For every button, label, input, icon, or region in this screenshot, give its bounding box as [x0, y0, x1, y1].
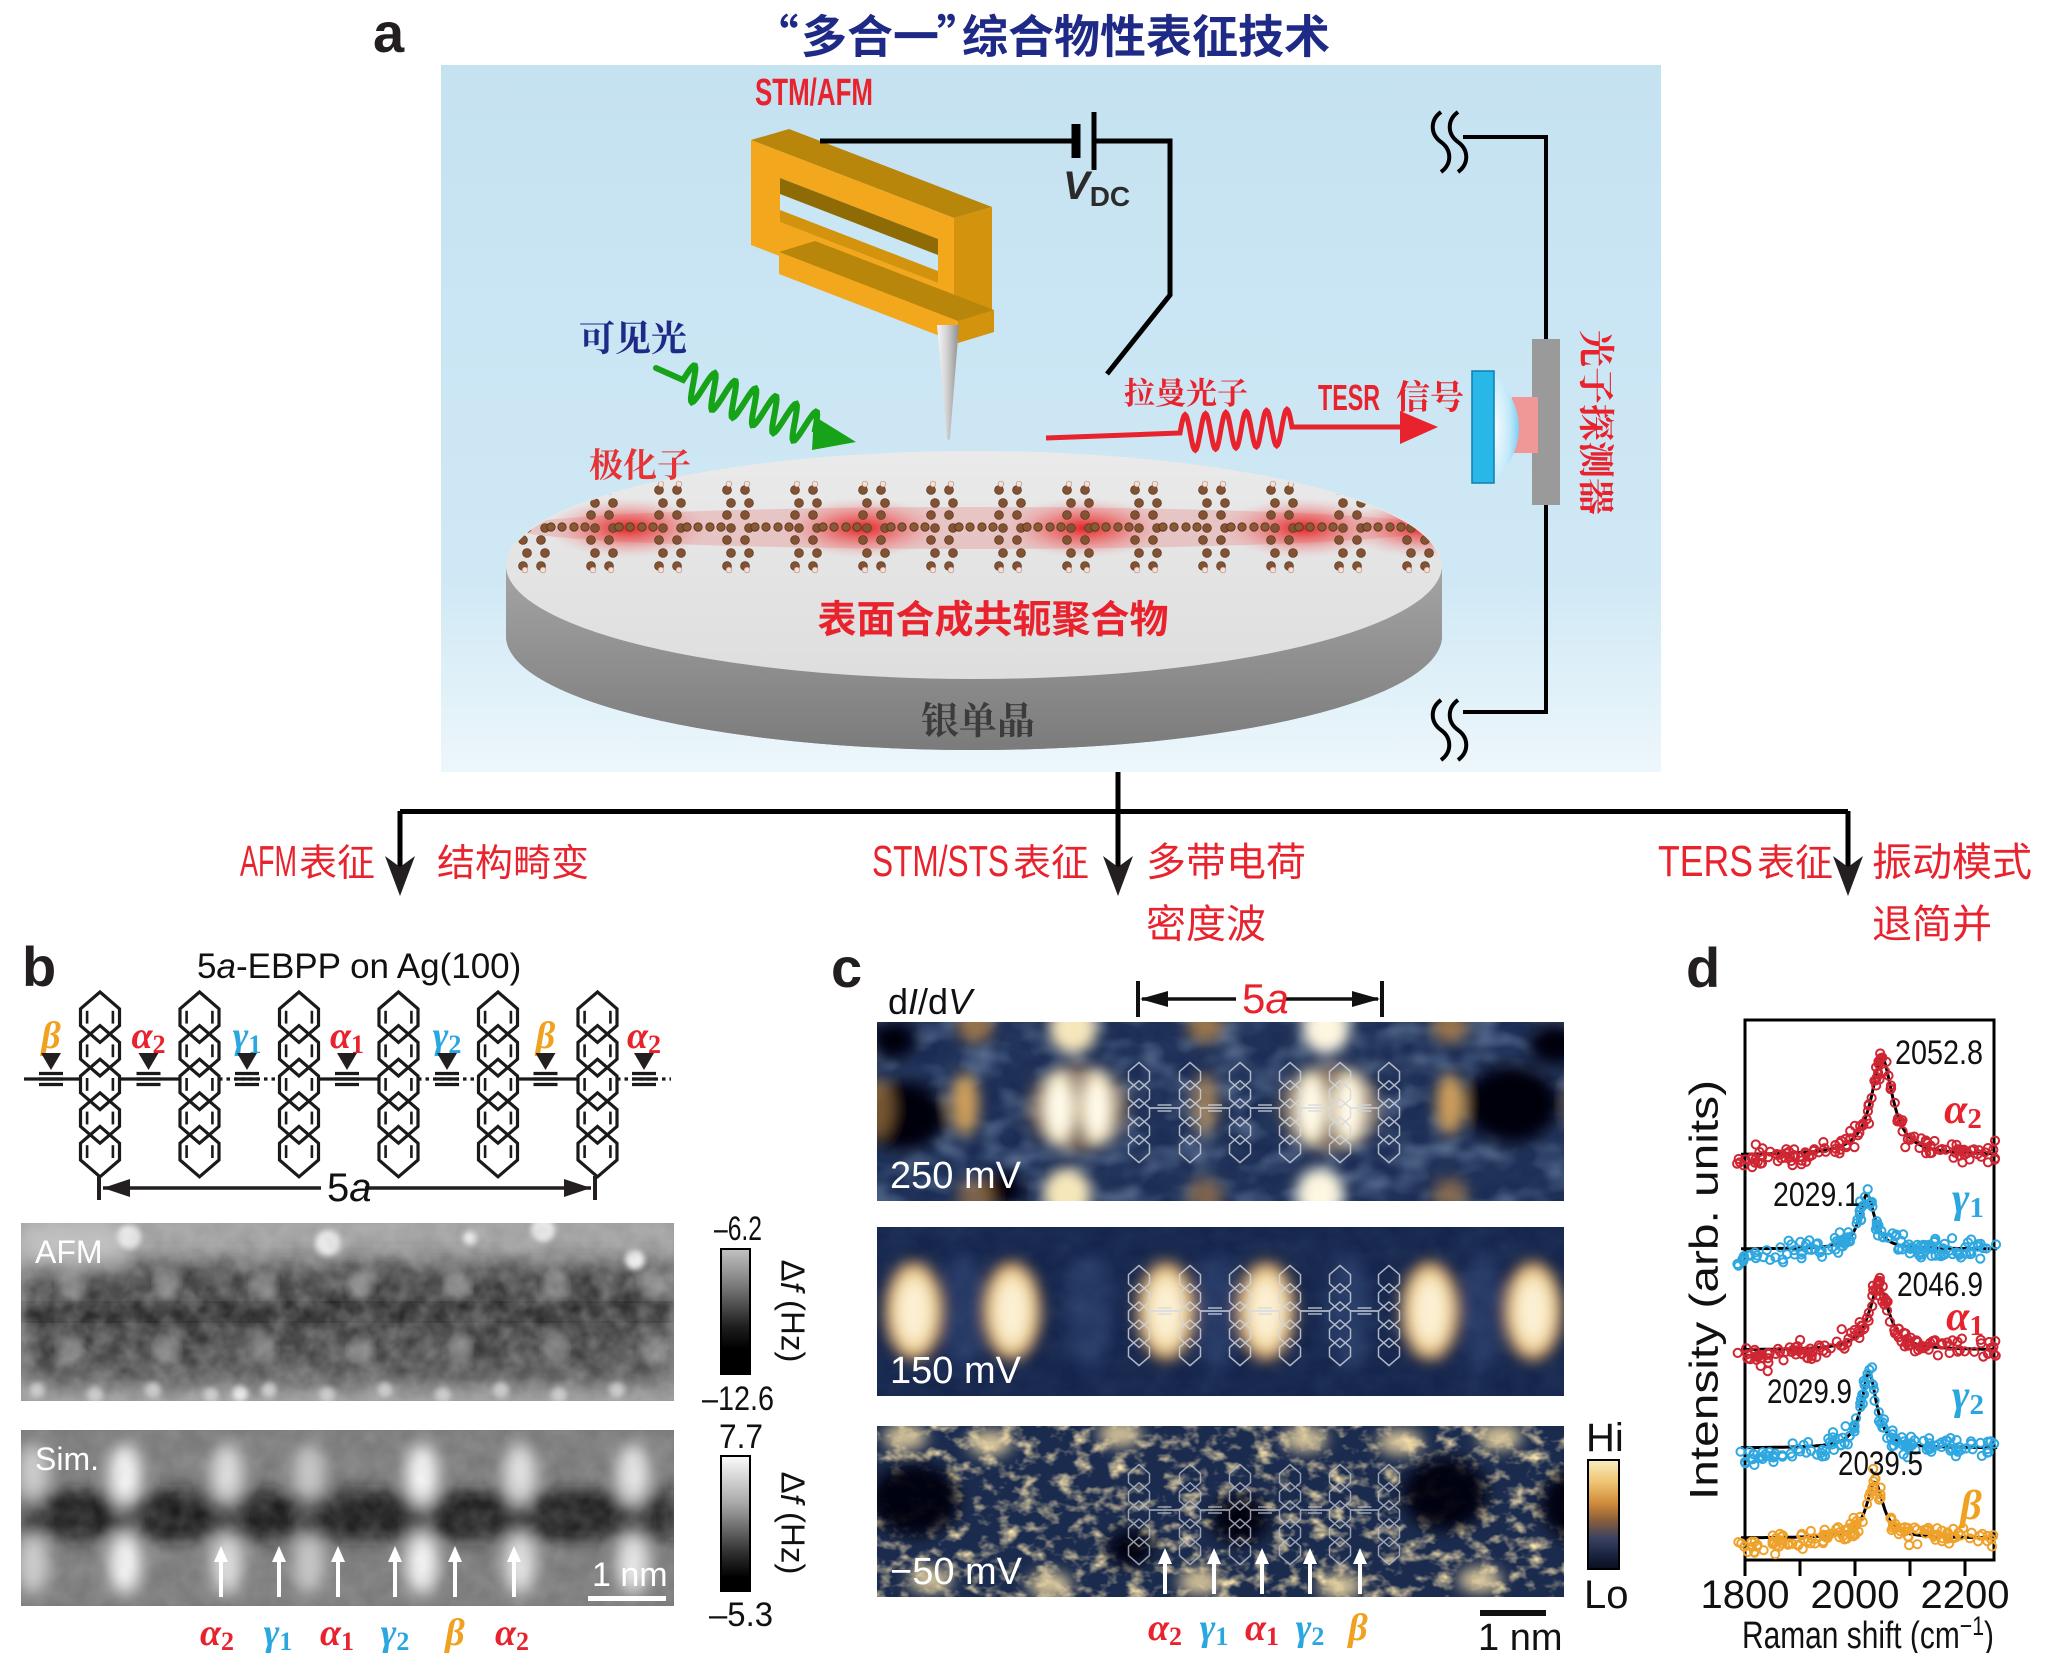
svg-text:5a-EBPP on Ag(100): 5a-EBPP on Ag(100) [197, 947, 521, 986]
svg-text:STM/STS: STM/STS [872, 837, 1009, 886]
svg-text:1 nm: 1 nm [592, 1556, 668, 1594]
svg-text:7.7: 7.7 [719, 1418, 763, 1456]
svg-text:150 mV: 150 mV [890, 1350, 1022, 1392]
svg-text:2000: 2000 [1811, 1573, 1900, 1617]
svg-text:TERS: TERS [1658, 837, 1753, 886]
svg-text:2046.9: 2046.9 [1897, 1266, 1983, 1304]
svg-text:γ1: γ1 [233, 1015, 262, 1059]
svg-text:STM/AFM: STM/AFM [755, 72, 873, 114]
svg-text:α2: α2 [131, 1015, 165, 1059]
svg-text:b: b [22, 935, 56, 998]
svg-text:5a: 5a [1242, 975, 1289, 1022]
svg-text:2029.9: 2029.9 [1767, 1373, 1852, 1411]
svg-text:2029.1: 2029.1 [1773, 1176, 1860, 1214]
svg-text:–12.6: –12.6 [702, 1380, 774, 1418]
svg-text:TESR: TESR [1318, 377, 1380, 418]
svg-text:γ1: γ1 [1200, 1607, 1229, 1651]
svg-text:β: β [39, 1015, 61, 1057]
svg-text:AFM: AFM [35, 1234, 103, 1270]
svg-text:1 nm: 1 nm [1478, 1617, 1562, 1653]
svg-text:Intensity (arb. units): Intensity (arb. units) [1683, 1080, 1727, 1500]
svg-text:Raman shift (cm−1): Raman shift (cm−1) [1742, 1611, 1994, 1653]
svg-text:5a: 5a [327, 1166, 372, 1210]
svg-text:Hi: Hi [1586, 1416, 1624, 1460]
svg-text:2052.8: 2052.8 [1895, 1034, 1983, 1072]
svg-text:–5.3: –5.3 [709, 1596, 773, 1634]
svg-text:250 mV: 250 mV [890, 1155, 1022, 1197]
svg-text:−50 mV: −50 mV [890, 1551, 1023, 1593]
svg-text:d: d [1686, 936, 1720, 999]
svg-text:Sim.: Sim. [35, 1441, 99, 1477]
svg-text:Δf (Hz): Δf (Hz) [774, 1472, 811, 1575]
svg-text:dI/dV: dI/dV [888, 981, 975, 1022]
svg-text:Lo: Lo [1584, 1573, 1629, 1617]
svg-text:β: β [1958, 1483, 1982, 1529]
svg-text:2039.5: 2039.5 [1838, 1445, 1923, 1483]
svg-text:2200: 2200 [1921, 1573, 2010, 1617]
svg-text:a: a [373, 1, 405, 64]
svg-text:AFM: AFM [240, 837, 297, 886]
svg-text:Δf (Hz): Δf (Hz) [774, 1260, 811, 1363]
svg-text:β: β [534, 1015, 556, 1057]
svg-text:β: β [1346, 1607, 1368, 1649]
svg-text:γ2: γ2 [381, 1612, 410, 1653]
svg-text:c: c [831, 936, 862, 999]
svg-text:α2: α2 [627, 1015, 661, 1059]
svg-text:1800: 1800 [1701, 1573, 1790, 1617]
svg-text:–6.2: –6.2 [714, 1210, 762, 1248]
svg-text:β: β [443, 1612, 465, 1653]
